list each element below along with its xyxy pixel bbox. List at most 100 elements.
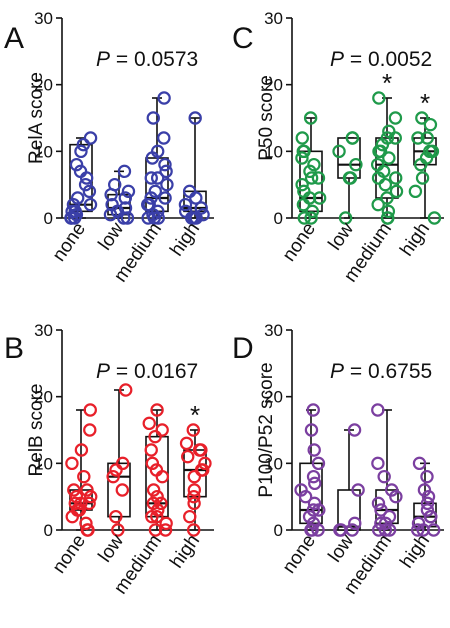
data-point <box>83 197 98 212</box>
x-tick-label: none <box>279 531 320 578</box>
data-point <box>150 509 164 524</box>
data-point <box>306 403 320 417</box>
data-point <box>302 509 317 524</box>
box-high: * <box>408 88 442 225</box>
y-tick-label: 30 <box>264 321 283 340</box>
box-low <box>332 131 363 225</box>
box-none <box>65 403 98 537</box>
data-point <box>74 144 88 159</box>
data-point <box>415 171 430 185</box>
data-point <box>115 456 130 471</box>
data-point <box>305 204 320 219</box>
data-point <box>106 469 120 484</box>
box-low <box>333 423 365 537</box>
data-point <box>76 137 91 152</box>
data-point <box>411 131 425 145</box>
p-value: P = 0.0052 <box>330 48 432 71</box>
data-point <box>389 489 403 504</box>
data-point <box>78 177 93 192</box>
p-value: P = 0.0167 <box>96 360 198 383</box>
p-value-symbol: P <box>96 48 110 71</box>
box-high <box>411 456 441 537</box>
y-tick-label: 20 <box>34 388 53 407</box>
data-point <box>423 509 438 524</box>
data-point <box>194 201 208 215</box>
data-point <box>144 171 158 185</box>
box-none <box>294 403 326 537</box>
data-point <box>372 91 386 105</box>
data-point <box>145 456 160 471</box>
data-point <box>77 469 91 484</box>
data-point <box>411 516 426 531</box>
y-tick-label: 10 <box>264 454 283 473</box>
data-point <box>412 456 427 471</box>
box-high <box>178 111 210 225</box>
data-point <box>84 489 98 504</box>
data-point <box>343 171 358 185</box>
x-tick-label: low <box>325 219 359 255</box>
data-point <box>371 456 385 471</box>
box-medium: * <box>370 68 404 225</box>
data-point <box>186 523 201 537</box>
data-point <box>417 483 432 497</box>
p-value-number: = 0.0167 <box>110 360 198 383</box>
data-point <box>312 191 327 205</box>
data-point <box>186 423 200 437</box>
x-tick-label: high <box>396 219 434 260</box>
data-point <box>371 496 386 511</box>
data-point <box>181 449 195 464</box>
data-point <box>157 131 171 145</box>
data-point <box>380 211 395 225</box>
box-iqr <box>337 489 361 531</box>
data-point <box>306 503 321 517</box>
y-tick-label: 20 <box>34 76 53 95</box>
data-point <box>382 151 396 165</box>
data-point <box>194 463 209 477</box>
data-point <box>155 423 169 437</box>
p-value-number: = 0.0052 <box>344 48 432 71</box>
panel-letter: C <box>232 22 254 55</box>
x-tick-label: high <box>396 531 434 572</box>
p-value: P = 0.6755 <box>330 360 432 383</box>
data-point <box>304 171 319 185</box>
data-point <box>148 523 163 537</box>
data-point <box>178 204 193 219</box>
significance-star: * <box>382 68 392 98</box>
data-point <box>196 207 210 222</box>
data-point <box>421 489 436 504</box>
significance-star: * <box>420 88 430 118</box>
data-point <box>420 503 435 517</box>
data-point <box>382 124 396 139</box>
data-point <box>347 423 362 437</box>
data-point <box>74 496 88 511</box>
data-point <box>303 164 317 179</box>
data-point <box>74 443 89 457</box>
data-point <box>83 403 97 417</box>
data-point <box>82 496 96 511</box>
data-point <box>178 197 193 212</box>
data-point <box>160 177 174 192</box>
box-medium <box>142 403 173 537</box>
data-point <box>381 204 396 219</box>
x-tick-label: none <box>49 531 90 578</box>
data-point <box>108 177 122 192</box>
data-point <box>158 157 172 172</box>
data-point <box>306 516 321 531</box>
data-point <box>159 516 173 531</box>
data-point <box>73 164 88 179</box>
data-point <box>312 503 326 517</box>
data-point <box>348 516 362 531</box>
box-high: * <box>179 400 212 537</box>
data-point <box>295 151 309 165</box>
data-point <box>194 443 208 457</box>
data-point <box>423 117 438 132</box>
p-value-symbol: P <box>96 360 110 383</box>
data-point <box>115 483 130 497</box>
data-point <box>179 436 194 451</box>
box-none <box>295 111 327 225</box>
data-point <box>149 463 164 477</box>
data-point <box>83 423 97 437</box>
